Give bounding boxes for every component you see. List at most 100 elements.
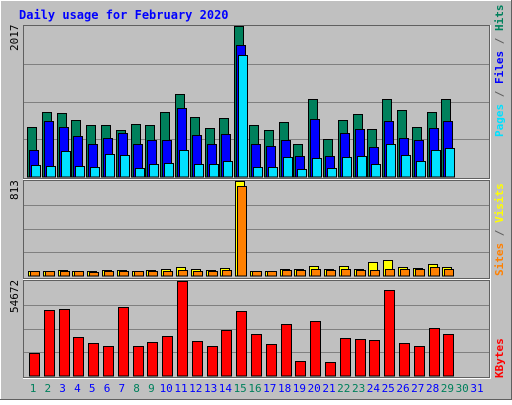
bar-pages-day-17: [268, 167, 278, 178]
bar-kbytes-day-29: [443, 334, 454, 377]
day-label-10: 10: [160, 382, 173, 395]
bar-kbytes-day-6: [103, 346, 114, 377]
bar-kbytes-day-3: [59, 309, 70, 377]
day-label-6: 6: [104, 382, 111, 395]
bar-kbytes-day-20: [310, 321, 321, 377]
bar-sites-day-26: [400, 269, 410, 277]
bar-pages-day-21: [327, 168, 337, 178]
day-label-14: 14: [219, 382, 233, 395]
day-tick-labels: 1 2 3 4 5 6 7 8 9 10 11 12 13 14 15 16 17 18 19 20 21 22 23 24 2…: [30, 382, 484, 395]
bar-kbytes-day-19: [295, 361, 306, 377]
bar-kbytes-day-12: [192, 341, 203, 377]
bar-pages-day-5: [90, 167, 100, 178]
bar-pages-day-23: [357, 156, 367, 178]
bar-kbytes-day-25: [384, 290, 395, 377]
bar-sites-day-17: [267, 271, 277, 277]
bar-kbytes-day-14: [221, 330, 232, 377]
bar-pages-day-19: [297, 169, 307, 178]
bar-pages-day-11: [179, 150, 189, 178]
day-label-4: 4: [74, 382, 81, 395]
panel-frames: [23, 25, 491, 379]
bar-kbytes-day-1: [29, 353, 40, 377]
bar-sites-day-20: [311, 269, 321, 277]
bar-kbytes-day-26: [399, 343, 410, 377]
bar-sites-day-4: [74, 271, 84, 277]
day-label-7: 7: [118, 382, 125, 395]
bar-pages-day-8: [135, 168, 145, 178]
day-label-16: 16: [248, 382, 261, 395]
bar-pages-day-25: [386, 144, 396, 178]
day-label-29: 29: [441, 382, 454, 395]
bar-sites-day-18: [282, 270, 292, 277]
day-label-22: 22: [337, 382, 350, 395]
chart-title: Daily usage for February 2020: [19, 8, 229, 22]
top-panel-max-label: 2017: [8, 25, 21, 52]
bar-pages-day-2: [46, 166, 56, 178]
day-label-24: 24: [367, 382, 381, 395]
bar-kbytes-day-16: [251, 334, 262, 377]
bar-sites-day-29: [444, 269, 454, 277]
legend-sites: Sites: [493, 243, 506, 276]
bar-kbytes-day-2: [44, 310, 55, 377]
bar-kbytes-day-8: [133, 346, 144, 377]
day-label-23: 23: [352, 382, 365, 395]
bar-kbytes-day-7: [118, 307, 129, 377]
day-label-28: 28: [426, 382, 439, 395]
bar-sites-day-15: [237, 186, 247, 277]
bar-sites-day-28: [430, 267, 440, 277]
bar-pages-day-6: [105, 154, 115, 178]
bar-kbytes-day-13: [207, 346, 218, 377]
bar-kbytes-day-4: [73, 337, 84, 377]
day-label-1: 1: [30, 382, 37, 395]
bar-pages-day-26: [401, 155, 411, 178]
bar-kbytes-day-11: [177, 281, 188, 377]
bar-kbytes-day-27: [414, 346, 425, 377]
bar-sites-day-1: [30, 271, 40, 277]
bar-pages-day-4: [75, 166, 85, 178]
bar-pages-day-15: [238, 55, 248, 178]
bar-sites-day-22: [341, 269, 351, 277]
day-label-25: 25: [382, 382, 395, 395]
bar-kbytes-day-18: [281, 324, 292, 377]
day-label-11: 11: [174, 382, 187, 395]
day-label-12: 12: [189, 382, 202, 395]
bar-sites-day-23: [356, 270, 366, 277]
top-panel-series-legend: Pages / Files / Hits: [493, 5, 506, 138]
bar-sites-day-12: [193, 271, 203, 277]
bar-sites-day-14: [222, 270, 232, 277]
bar-pages-day-7: [120, 155, 130, 178]
bar-kbytes-day-9: [147, 342, 158, 377]
legend-kbytes: KBytes: [493, 338, 506, 378]
bar-pages-day-1: [31, 165, 41, 178]
day-label-3: 3: [59, 382, 66, 395]
bar-pages-day-28: [431, 150, 441, 178]
bar-sites-day-6: [104, 271, 114, 277]
legend-hits: Hits: [493, 5, 506, 32]
bottom-panel-series-legend: KBytes: [493, 338, 506, 378]
bar-kbytes-day-23: [355, 339, 366, 377]
day-label-8: 8: [133, 382, 140, 395]
top-panel-frame: [23, 25, 490, 179]
bar-sites-day-3: [60, 271, 70, 277]
day-label-20: 20: [308, 382, 321, 395]
legend-separator: /: [493, 84, 506, 104]
day-label-18: 18: [278, 382, 291, 395]
bottom-panel-frame: [23, 280, 490, 378]
bar-marks: [27, 26, 455, 377]
bar-pages-day-14: [223, 161, 233, 178]
bar-pages-day-16: [253, 167, 263, 178]
bar-pages-day-18: [283, 157, 293, 178]
day-label-19: 19: [293, 382, 306, 395]
bar-pages-day-9: [149, 164, 159, 178]
bar-sites-day-19: [296, 270, 306, 277]
bar-sites-day-16: [252, 271, 262, 277]
bar-kbytes-day-15: [236, 311, 247, 377]
bar-kbytes-day-24: [369, 340, 380, 377]
day-label-15: 15: [234, 382, 247, 395]
day-label-27: 27: [411, 382, 424, 395]
day-label-31: 31: [470, 382, 483, 395]
bar-sites-day-11: [178, 270, 188, 277]
day-label-26: 26: [396, 382, 409, 395]
